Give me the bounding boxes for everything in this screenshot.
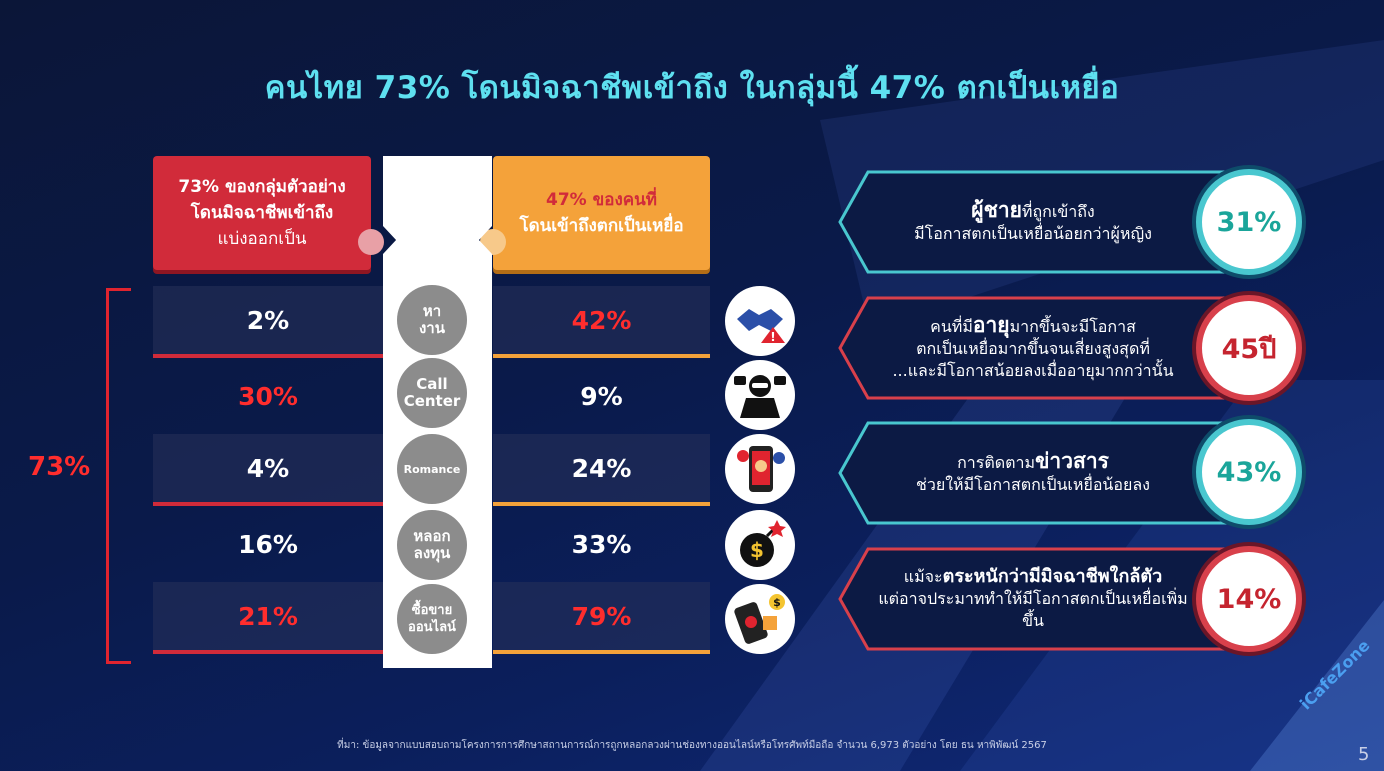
row-divider [493,354,710,358]
insight-keyword: อายุ [972,313,1010,337]
victim-share: 42% [493,286,710,354]
table-row: 16% 33% [153,510,710,578]
reach-share: 30% [238,381,298,411]
insight-value-badge: 45ปี [1196,295,1302,401]
insight-card-men: ผู้ชายที่ถูกเข้าถึง มีโอกาสตกเป็นเหยื่อน… [838,170,1228,274]
page-title: คนไทย 73% โดนมิจฉาชีพเข้าถึง ในกลุ่มนี้ … [264,70,1120,106]
handshake-warning-icon: ! [725,286,795,356]
insight-line2: แต่อาจประมาททำให้มีโอกาสตกเป็นเหยื่อเพิ่… [878,589,1188,630]
phone-romance-icon [725,434,795,504]
insight-keyword: ข่าวสาร [1035,449,1109,473]
reach-share: 2% [153,286,383,354]
left-header-line1: 73% ของกลุ่มตัวอย่าง [178,177,346,197]
row-divider [493,502,710,506]
right-header-line1: 47% ของคนที่ [546,190,657,210]
table-row: 21% 79% [153,582,710,654]
insight-line1: ที่ถูกเข้าถึง [1021,202,1095,221]
page-number: 5 [1358,744,1370,765]
source-footnote: ที่มา: ข้อมูลจากแบบสอบถามโครงการการศึกษา… [337,740,1047,751]
total-label: 73% [28,452,91,482]
row-divider [493,650,710,654]
left-header-card: 73% ของกลุ่มตัวอย่าง โดนมิจฉาชีพเข้าถึง … [153,156,371,270]
reach-share: 4% [153,434,383,502]
insight-card-age: คนที่มีอายุมากขึ้นจะมีโอกาส ตกเป็นเหยื่อ… [838,296,1228,400]
row-divider [153,650,383,654]
watermark: iCafeZone [1296,635,1374,714]
total-bracket [106,288,131,664]
insight-line1-prefix: แม้จะ [903,567,943,586]
row-divider [153,354,383,358]
reach-share: 16% [238,529,298,559]
category-investment: หลอก ลงทุน [397,510,467,580]
left-connector-dot [358,229,384,255]
left-header-line3: แบ่งออกเป็น [217,229,307,249]
victim-share: 33% [571,529,632,559]
insight-keyword: ตระหนักว่ามีมิจฉาชีพใกล้ตัว [942,566,1163,587]
victim-share: 79% [493,582,710,650]
phone-shopping-icon: $ [725,584,795,654]
insight-value-badge: 43% [1196,419,1302,525]
insight-line3: ...และมีโอกาสน้อยลงเมื่ออายุมากกว่านั้น [892,361,1174,380]
category-call-center: Call Center [397,358,467,428]
hacker-laptop-icon [725,360,795,430]
right-header-line2: โดนเข้าถึงตกเป็นเหยื่อ [519,216,684,236]
reach-share: 21% [153,582,383,650]
victim-share: 24% [493,434,710,502]
insight-line2: มีโอกาสตกเป็นเหยื่อน้อยกว่าผู้หญิง [914,224,1152,243]
category-job: หา งาน [397,285,467,355]
table-row: 30% 9% [153,362,710,430]
row-divider [153,502,383,506]
insight-line2: ตกเป็นเหยื่อมากขึ้นจนเสี่ยงสูงสุดที่ [916,339,1150,358]
insight-line2: ช่วยให้มีโอกาสตกเป็นเหยื่อน้อยลง [916,475,1150,494]
insight-value-badge: 31% [1196,169,1302,275]
svg-text:!: ! [770,330,775,343]
insight-line1-prefix: คนที่มี [930,317,973,336]
insight-line1: มากขึ้นจะมีโอกาส [1009,317,1136,336]
svg-text:$: $ [750,538,764,562]
right-header-card: 47% ของคนที่ โดนเข้าถึงตกเป็นเหยื่อ [493,156,710,270]
insight-value-badge: 14% [1196,546,1302,652]
money-bomb-icon: $ [725,510,795,580]
insight-keyword: ผู้ชาย [971,198,1022,222]
insight-card-news: การติดตามข่าวสาร ช่วยให้มีโอกาสตกเป็นเหย… [838,421,1228,525]
left-header-line2: โดนมิจฉาชีพเข้าถึง [190,203,334,223]
category-online-shopping: ซื้อขาย ออนไลน์ [397,584,467,654]
table-row: 2% 42% [153,286,710,358]
victim-share: 9% [580,381,623,411]
table-row: 4% 24% [153,434,710,506]
insight-line1-prefix: การติดตาม [957,453,1036,472]
svg-text:$: $ [773,596,781,609]
category-romance: Romance [397,434,467,504]
insight-card-awareness: แม้จะตระหนักว่ามีมิจฉาชีพใกล้ตัว แต่อาจป… [838,547,1228,651]
